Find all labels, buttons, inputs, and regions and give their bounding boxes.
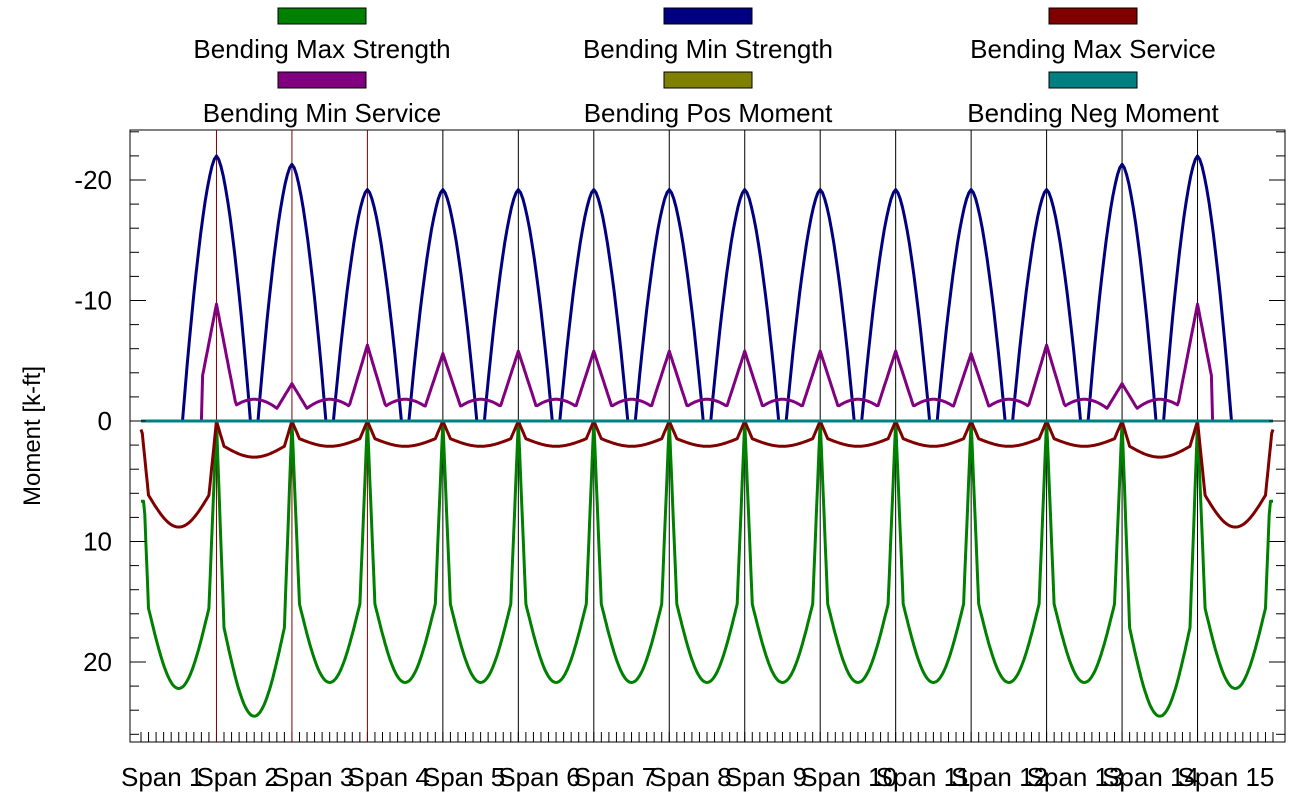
y-minor-ticks [130, 131, 1285, 735]
series-lines [139, 154, 1275, 718]
legend-swatch [663, 71, 753, 89]
bending-min-service-line [140, 302, 1274, 423]
x-tick-label: Span 7 [574, 762, 656, 792]
x-tick-label: Span 15 [1178, 762, 1275, 792]
legend-label: Bending Max Strength [193, 34, 450, 64]
y-tick-label: 0 [98, 406, 112, 436]
legend-swatch [663, 7, 753, 25]
plot-frame [129, 129, 1286, 743]
y-tick-label: -20 [74, 165, 112, 195]
x-tick-label: Span 13 [1027, 762, 1124, 792]
x-tick-label: Span 10 [800, 762, 897, 792]
legend-swatch [277, 7, 367, 25]
legend-label: Bending Min Service [203, 98, 441, 128]
x-tick-label: Span 8 [649, 762, 731, 792]
x-tick-label: Span 5 [423, 762, 505, 792]
x-minor-ticks [140, 732, 1274, 742]
bending-max-strength-line [140, 419, 1274, 718]
support-lines [215, 130, 1199, 742]
legend-swatch [1048, 71, 1138, 89]
legend-label: Bending Neg Moment [967, 98, 1219, 128]
legend-label: Bending Min Strength [583, 34, 833, 64]
legend-label: Bending Max Service [970, 34, 1216, 64]
x-tick-label: Span 6 [498, 762, 580, 792]
y-tick-label: 10 [83, 527, 112, 557]
y-tick-label: -10 [74, 286, 112, 316]
x-tick-label: Span 4 [347, 762, 429, 792]
x-tick-label: Span 2 [196, 762, 278, 792]
x-tick-label: Span 9 [725, 762, 807, 792]
legend-swatch [1048, 7, 1138, 25]
x-tick-label: Span 12 [951, 762, 1048, 792]
y-tick-label: 20 [83, 647, 112, 677]
x-tick-label: Span 1 [121, 762, 203, 792]
bending-min-strength-line [141, 154, 1273, 423]
y-axis-ticks: -20 -10 0 10 20 [74, 165, 1285, 677]
legend: Bending Max Strength Bending Min Strength… [193, 7, 1220, 128]
x-tick-label: Span 11 [876, 762, 971, 792]
legend-label: Bending Pos Moment [584, 98, 833, 128]
x-tick-label: Span 14 [1102, 762, 1199, 792]
x-tick-label: Span 3 [272, 762, 354, 792]
y-axis-title: Moment [k-ft] [19, 366, 46, 506]
bending-max-service-line [139, 419, 1275, 529]
legend-swatch [277, 71, 367, 89]
